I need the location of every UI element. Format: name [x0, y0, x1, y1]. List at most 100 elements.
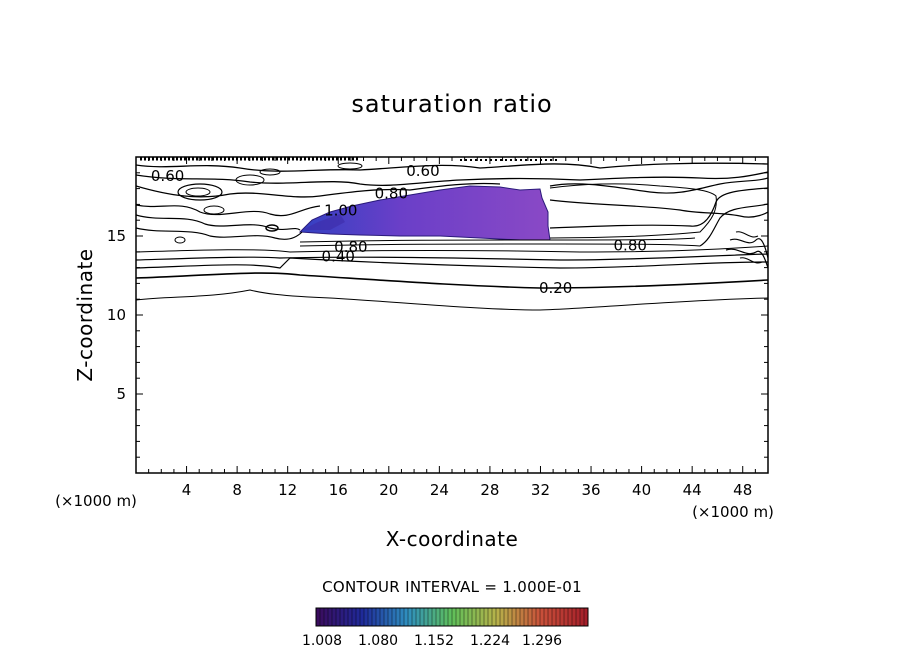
colorbar-swatch	[528, 608, 533, 626]
colorbar-swatch	[444, 608, 449, 626]
x-tick-label: 44	[683, 481, 702, 499]
colorbar-swatch	[456, 608, 461, 626]
colorbar-swatch	[460, 608, 465, 626]
contour-field	[136, 157, 768, 311]
x-tick-label: 12	[278, 481, 297, 499]
contour-label: 0.80	[614, 236, 647, 254]
colorbar-label: 1.296	[522, 633, 562, 649]
colorbar-swatch	[516, 608, 521, 626]
colorbar-swatch	[532, 608, 537, 626]
colorbar-swatch	[412, 608, 417, 626]
colorbar-swatch	[376, 608, 381, 626]
contour-label: 0.40	[322, 248, 355, 266]
contour-label: 0.80	[375, 184, 408, 202]
colorbar-swatch	[480, 608, 485, 626]
colorbar-swatch	[504, 608, 509, 626]
y-axis-label: Z-coordinate	[73, 248, 97, 381]
colorbar-swatch	[332, 608, 337, 626]
colorbar-swatch	[520, 608, 525, 626]
contour-label: 0.60	[151, 167, 184, 185]
colorbar-swatch	[464, 608, 469, 626]
colorbar-swatch	[552, 608, 557, 626]
colorbar-swatch	[340, 608, 345, 626]
colorbar-swatch	[564, 608, 569, 626]
colorbar-swatch	[356, 608, 361, 626]
colorbar-swatch	[556, 608, 561, 626]
colorbar-swatch	[512, 608, 517, 626]
colorbar-swatch	[328, 608, 333, 626]
colorbar-swatch	[352, 608, 357, 626]
colorbar-swatch	[372, 608, 377, 626]
contour-interval-text: CONTOUR INTERVAL = 1.000E-01	[322, 578, 582, 596]
colorbar-label: 1.080	[358, 633, 398, 649]
colorbar-swatch	[336, 608, 341, 626]
colorbar-swatch	[560, 608, 565, 626]
colorbar-swatch	[468, 608, 473, 626]
colorbar-label: 1.224	[470, 633, 510, 649]
colorbar-swatch	[472, 608, 477, 626]
contour-label: 1.00	[324, 202, 357, 220]
colorbar-swatch	[396, 608, 401, 626]
colorbar-swatch	[320, 608, 325, 626]
x-axis-ticks: 4 8 12 16 20 24 28 32 36 40 44 48	[148, 157, 756, 499]
colorbar-swatch	[324, 608, 329, 626]
contour-labels: 0.60 0.600.801.000.800.400.800.20	[151, 162, 647, 297]
colorbar-swatch	[580, 608, 585, 626]
x-tick-label: 32	[531, 481, 550, 499]
contour-label: 0.60	[406, 162, 439, 180]
colorbar-swatch	[384, 608, 389, 626]
colorbar-swatch	[424, 608, 429, 626]
colorbar-label: 1.152	[414, 633, 454, 649]
y-tick-label: 10	[107, 306, 126, 324]
colorbar-swatch	[420, 608, 425, 626]
colorbar-swatch	[416, 608, 421, 626]
colorbar-swatch	[428, 608, 433, 626]
colorbar-swatch	[540, 608, 545, 626]
colorbar-swatch	[484, 608, 489, 626]
x-tick-label: 28	[480, 481, 499, 499]
colorbar-swatch	[576, 608, 581, 626]
colorbar-swatch	[568, 608, 573, 626]
colorbar-swatch	[584, 608, 589, 626]
colorbar-swatch	[440, 608, 445, 626]
x-tick-label: 24	[430, 481, 449, 499]
colorbar-swatch	[500, 608, 505, 626]
colorbar-swatch	[404, 608, 409, 626]
colorbar-swatch	[452, 608, 457, 626]
x-tick-label: 16	[329, 481, 348, 499]
colorbar-swatch	[364, 608, 369, 626]
colorbar-swatch	[436, 608, 441, 626]
colorbar-swatch	[524, 608, 529, 626]
y-tick-label: 15	[107, 227, 126, 245]
colorbar-swatch	[544, 608, 549, 626]
y-axis-ticks: 5 10 15	[107, 172, 768, 458]
y-tick-label: 5	[116, 385, 126, 403]
colorbar-swatch	[448, 608, 453, 626]
colorbar-swatch	[388, 608, 393, 626]
x-tick-label: 8	[232, 481, 242, 499]
colorbar-swatch	[508, 608, 513, 626]
colorbar-swatch	[496, 608, 501, 626]
colorbar-swatch	[408, 608, 413, 626]
colorbar-swatch	[476, 608, 481, 626]
chart-title: saturation ratio	[351, 90, 552, 118]
contour-label: 0.80	[334, 238, 367, 256]
colorbar-swatch	[344, 608, 349, 626]
x-tick-label: 4	[182, 481, 192, 499]
supersaturated-fill	[298, 185, 551, 241]
colorbar	[315, 607, 589, 627]
colorbar-swatch	[432, 608, 437, 626]
colorbar-frame	[315, 607, 589, 627]
x-axis-label: X-coordinate	[386, 527, 519, 551]
colorbar-swatch	[380, 608, 385, 626]
colorbar-labels: 1.008 1.080 1.152 1.224 1.296	[302, 633, 562, 649]
colorbar-swatch	[316, 608, 321, 626]
y-unit-label: (×1000 m)	[55, 492, 137, 510]
colorbar-label: 1.008	[302, 633, 342, 649]
x-tick-label: 40	[632, 481, 651, 499]
colorbar-swatch	[368, 608, 373, 626]
colorbar-swatch	[348, 608, 353, 626]
colorbar-swatch	[488, 608, 493, 626]
x-tick-label: 36	[581, 481, 600, 499]
